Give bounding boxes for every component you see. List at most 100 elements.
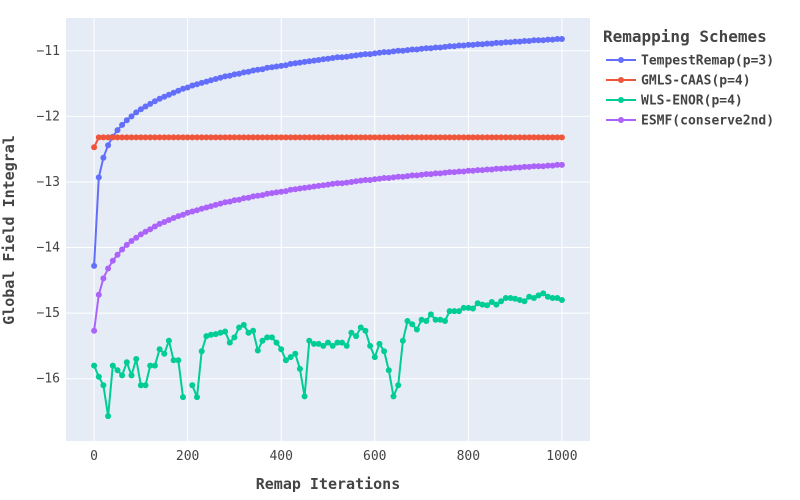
data-point <box>268 134 275 141</box>
data-point <box>371 354 378 361</box>
data-point <box>399 337 406 344</box>
data-point <box>432 316 439 323</box>
data-point <box>114 134 121 141</box>
legend: Remapping Schemes TempestRemap(p=3) GMLS-… <box>603 27 774 129</box>
data-point <box>409 172 416 179</box>
data-point <box>371 134 378 141</box>
data-point <box>493 39 500 46</box>
x-tick-label: 400 <box>269 449 292 464</box>
data-point <box>474 41 481 48</box>
data-point <box>498 298 505 305</box>
data-point <box>268 190 275 197</box>
data-point <box>100 275 107 282</box>
data-point <box>554 134 561 141</box>
data-point <box>212 134 219 141</box>
data-point <box>320 342 327 349</box>
x-tick-label: 800 <box>457 449 480 464</box>
data-point <box>222 199 229 206</box>
data-point <box>526 293 533 300</box>
data-point <box>114 127 121 134</box>
data-point <box>123 117 130 124</box>
data-point <box>446 308 453 315</box>
data-point <box>91 262 98 269</box>
data-point <box>114 367 121 374</box>
data-point <box>123 241 130 248</box>
data-point <box>446 134 453 141</box>
x-tick-label: 600 <box>363 449 386 464</box>
data-point <box>493 165 500 172</box>
legend-item[interactable]: TempestRemap(p=3) <box>606 54 774 69</box>
data-point <box>442 134 448 141</box>
data-point <box>512 164 519 171</box>
data-point <box>250 134 257 141</box>
data-point <box>109 257 116 264</box>
data-point <box>498 39 505 46</box>
data-point <box>278 134 285 141</box>
data-point <box>91 362 98 369</box>
data-point <box>100 382 107 389</box>
data-point <box>105 134 112 141</box>
data-point <box>259 134 266 141</box>
data-point <box>413 134 420 141</box>
y-tick-label: −16 <box>37 372 60 387</box>
data-point <box>282 134 289 141</box>
data-point <box>105 265 112 272</box>
data-point <box>287 134 294 141</box>
data-point <box>254 134 261 141</box>
legend-item[interactable]: ESMF(conserve2nd) <box>606 114 774 129</box>
data-point <box>217 74 224 81</box>
legend-swatch-marker <box>618 57 624 63</box>
data-point <box>409 321 416 328</box>
data-point <box>100 134 107 141</box>
data-point <box>301 184 308 191</box>
data-point <box>240 134 247 141</box>
data-point <box>526 134 533 141</box>
data-point <box>311 57 317 64</box>
data-point <box>507 165 514 172</box>
data-point <box>521 163 528 170</box>
data-point <box>521 134 528 141</box>
data-point <box>484 166 491 173</box>
data-point <box>353 333 360 340</box>
data-point <box>208 77 214 84</box>
data-point <box>137 382 144 389</box>
data-point <box>119 246 126 253</box>
data-point <box>437 44 444 51</box>
data-point <box>339 339 345 346</box>
data-point <box>558 134 565 141</box>
data-point <box>133 356 140 362</box>
data-point <box>502 295 509 301</box>
data-point <box>231 334 238 341</box>
data-point <box>460 304 467 311</box>
data-point <box>390 393 397 400</box>
data-point <box>442 169 448 176</box>
data-point <box>273 63 280 70</box>
data-point <box>357 134 364 141</box>
data-point <box>409 46 416 53</box>
data-point <box>142 382 149 389</box>
data-point <box>385 367 392 374</box>
data-point <box>259 66 266 73</box>
data-point <box>306 134 313 141</box>
data-point <box>105 142 112 149</box>
data-point <box>236 70 243 77</box>
data-point <box>194 207 200 214</box>
data-point <box>236 134 243 141</box>
series-2 <box>91 290 565 420</box>
data-point <box>315 134 322 141</box>
data-point <box>540 37 547 44</box>
data-point <box>208 134 214 141</box>
y-axis-title: Global Field Integral <box>0 135 18 325</box>
data-point <box>423 134 430 141</box>
data-point <box>128 238 135 244</box>
data-point <box>376 340 383 347</box>
data-point <box>488 299 495 305</box>
data-point <box>423 45 430 52</box>
data-point <box>147 226 154 233</box>
legend-item[interactable]: GMLS-CAAS(p=4) <box>606 74 751 89</box>
legend-title: Remapping Schemes <box>603 27 767 46</box>
data-point <box>465 304 472 311</box>
data-point <box>287 354 294 361</box>
legend-item[interactable]: WLS-ENOR(p=4) <box>606 94 743 109</box>
data-point <box>311 134 317 141</box>
